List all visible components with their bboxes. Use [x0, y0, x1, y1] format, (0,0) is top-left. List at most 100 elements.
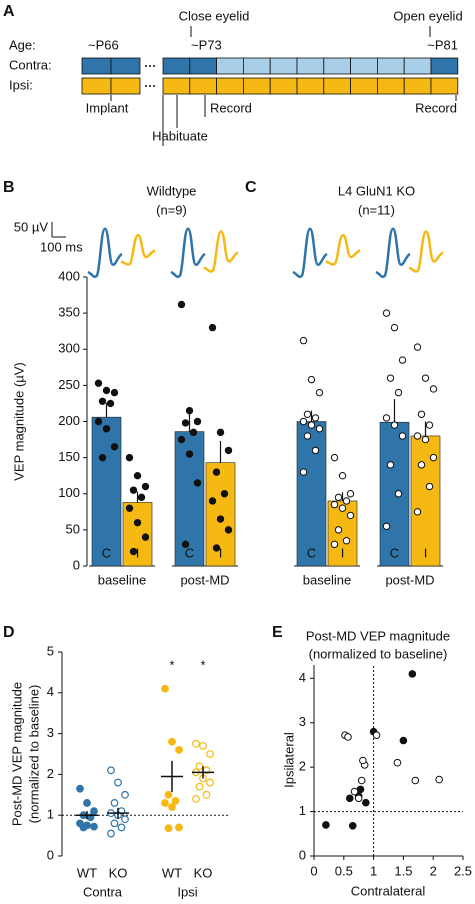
data-point	[386, 461, 395, 469]
significance-mark: *	[200, 657, 205, 672]
data-point	[110, 443, 119, 451]
data-point	[168, 737, 176, 746]
data-point	[357, 776, 366, 785]
x-tick-label: KO	[109, 865, 128, 880]
data-point	[311, 446, 320, 455]
event-label: Implant	[86, 100, 129, 115]
vep-waveform	[120, 233, 156, 266]
data-point	[102, 386, 111, 395]
x-tick-label: 0	[310, 863, 317, 878]
x-tick-label: 1	[370, 863, 377, 878]
y-tick-label: 200	[58, 413, 80, 428]
data-point	[299, 336, 308, 345]
data-point	[330, 500, 339, 509]
data-point	[110, 799, 119, 807]
data-point	[195, 782, 204, 791]
contra-day	[242, 57, 271, 75]
data-point	[121, 790, 129, 799]
bar-label: C	[102, 545, 111, 560]
data-point	[413, 343, 422, 351]
y-tick-label: 0	[299, 847, 306, 862]
bar	[91, 416, 122, 567]
vep-waveform	[292, 227, 328, 279]
event-label: Record	[210, 100, 252, 115]
bar-label: I	[219, 545, 223, 560]
data-point	[168, 803, 176, 811]
data-point	[79, 823, 88, 832]
data-point	[171, 797, 180, 805]
data-point	[185, 406, 194, 415]
group-label: Ipsi	[177, 884, 197, 899]
y-tick-label: 4	[299, 670, 306, 685]
data-point	[199, 741, 207, 750]
contra-day	[350, 57, 378, 75]
scale-bar-label: 100 ms	[40, 239, 83, 254]
data-point	[212, 468, 221, 476]
data-point	[102, 425, 111, 433]
panel-label: D	[3, 624, 15, 641]
contra-day	[162, 57, 191, 75]
data-point	[202, 790, 211, 799]
age-label: ~P73	[191, 37, 222, 52]
bar-label: C	[185, 545, 194, 560]
chart-subtitle: (n=9)	[156, 202, 187, 217]
data-point	[161, 684, 169, 693]
event-label: Close eyelid	[179, 8, 250, 23]
contra-day	[216, 57, 244, 75]
data-point	[185, 450, 194, 458]
y-tick-label: 400	[58, 268, 80, 283]
data-point	[216, 428, 225, 437]
data-point	[161, 799, 169, 807]
data-point	[421, 435, 430, 444]
data-point	[107, 766, 115, 775]
significance-mark: *	[169, 657, 174, 672]
data-point	[224, 526, 233, 534]
data-point	[429, 385, 438, 393]
age-label: ~P66	[88, 37, 119, 52]
data-point	[107, 829, 115, 838]
data-point	[394, 490, 403, 498]
data-point	[141, 533, 150, 541]
data-point	[224, 446, 233, 455]
data-point	[206, 750, 214, 758]
data-point	[208, 497, 217, 505]
data-point	[299, 468, 308, 476]
x-axis-label: Contralateral	[351, 883, 426, 898]
chart-title: Wildtype	[147, 183, 197, 198]
ipsi-day	[350, 77, 378, 95]
y-tick-label: 0	[47, 847, 54, 862]
data-point	[181, 419, 190, 427]
data-point	[338, 471, 347, 480]
data-point	[315, 425, 324, 433]
data-point	[307, 375, 316, 384]
data-point	[330, 453, 339, 462]
contra-day	[189, 57, 218, 75]
panel-label: C	[245, 179, 257, 196]
bar	[296, 421, 327, 567]
contra-day	[376, 57, 405, 75]
bar-label: I	[136, 545, 140, 560]
contra-day	[81, 57, 112, 75]
bar	[205, 462, 236, 567]
x-tick-label: post-MD	[180, 572, 229, 587]
data-point	[311, 414, 320, 422]
contra-day	[430, 57, 459, 75]
x-tick-label: 2.5	[454, 863, 472, 878]
group-label: Contra	[83, 884, 123, 899]
ellipsis-dot	[149, 85, 151, 87]
data-point	[98, 397, 107, 405]
data-point	[382, 414, 391, 422]
bar-label: I	[341, 545, 345, 560]
data-point	[334, 526, 343, 534]
data-point	[372, 731, 381, 739]
data-point	[299, 417, 308, 426]
data-point	[94, 417, 103, 426]
bar-label: I	[424, 545, 428, 560]
data-point	[181, 540, 190, 549]
contra-day	[269, 57, 298, 75]
data-point	[398, 356, 407, 364]
ellipsis-dot	[149, 65, 151, 67]
vep-waveform	[408, 230, 444, 273]
panel-label: A	[3, 3, 15, 20]
event-label: Open eyelid	[393, 8, 462, 23]
